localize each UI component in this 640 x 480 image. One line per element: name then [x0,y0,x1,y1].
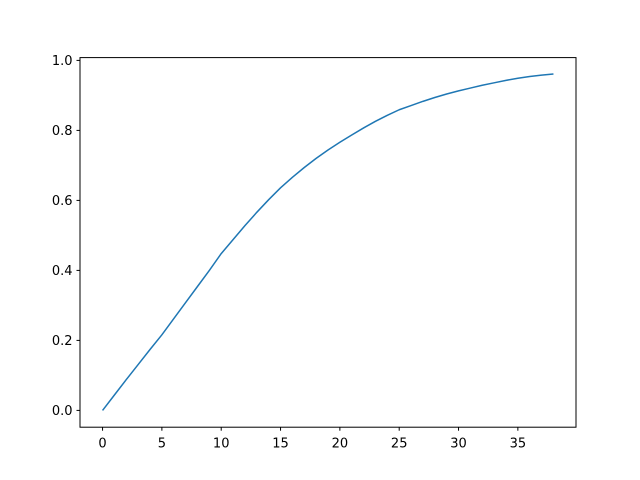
y-tick-label: 0.2 [52,334,73,349]
x-tick-label: 0 [98,437,106,452]
y-tick-label: 0.0 [52,404,73,419]
x-tick-label: 10 [213,437,230,452]
x-axis: 0 5 10 15 20 25 30 35 [98,427,526,452]
y-tick-label: 1.0 [52,54,73,69]
plot-area [79,57,577,428]
data-line-series-0 [101,73,554,411]
x-tick-label: 15 [272,437,289,452]
x-tick-label: 25 [391,437,408,452]
y-tick-label: 0.4 [52,264,73,279]
x-tick-label: 35 [510,437,527,452]
x-tick-label: 5 [158,437,166,452]
y-tick-label: 0.6 [52,194,73,209]
x-tick-label: 30 [450,437,467,452]
x-tick-label: 20 [332,437,349,452]
y-axis: 0.0 0.2 0.4 0.6 0.8 1.0 [52,54,80,419]
y-tick-label: 0.8 [52,124,73,139]
